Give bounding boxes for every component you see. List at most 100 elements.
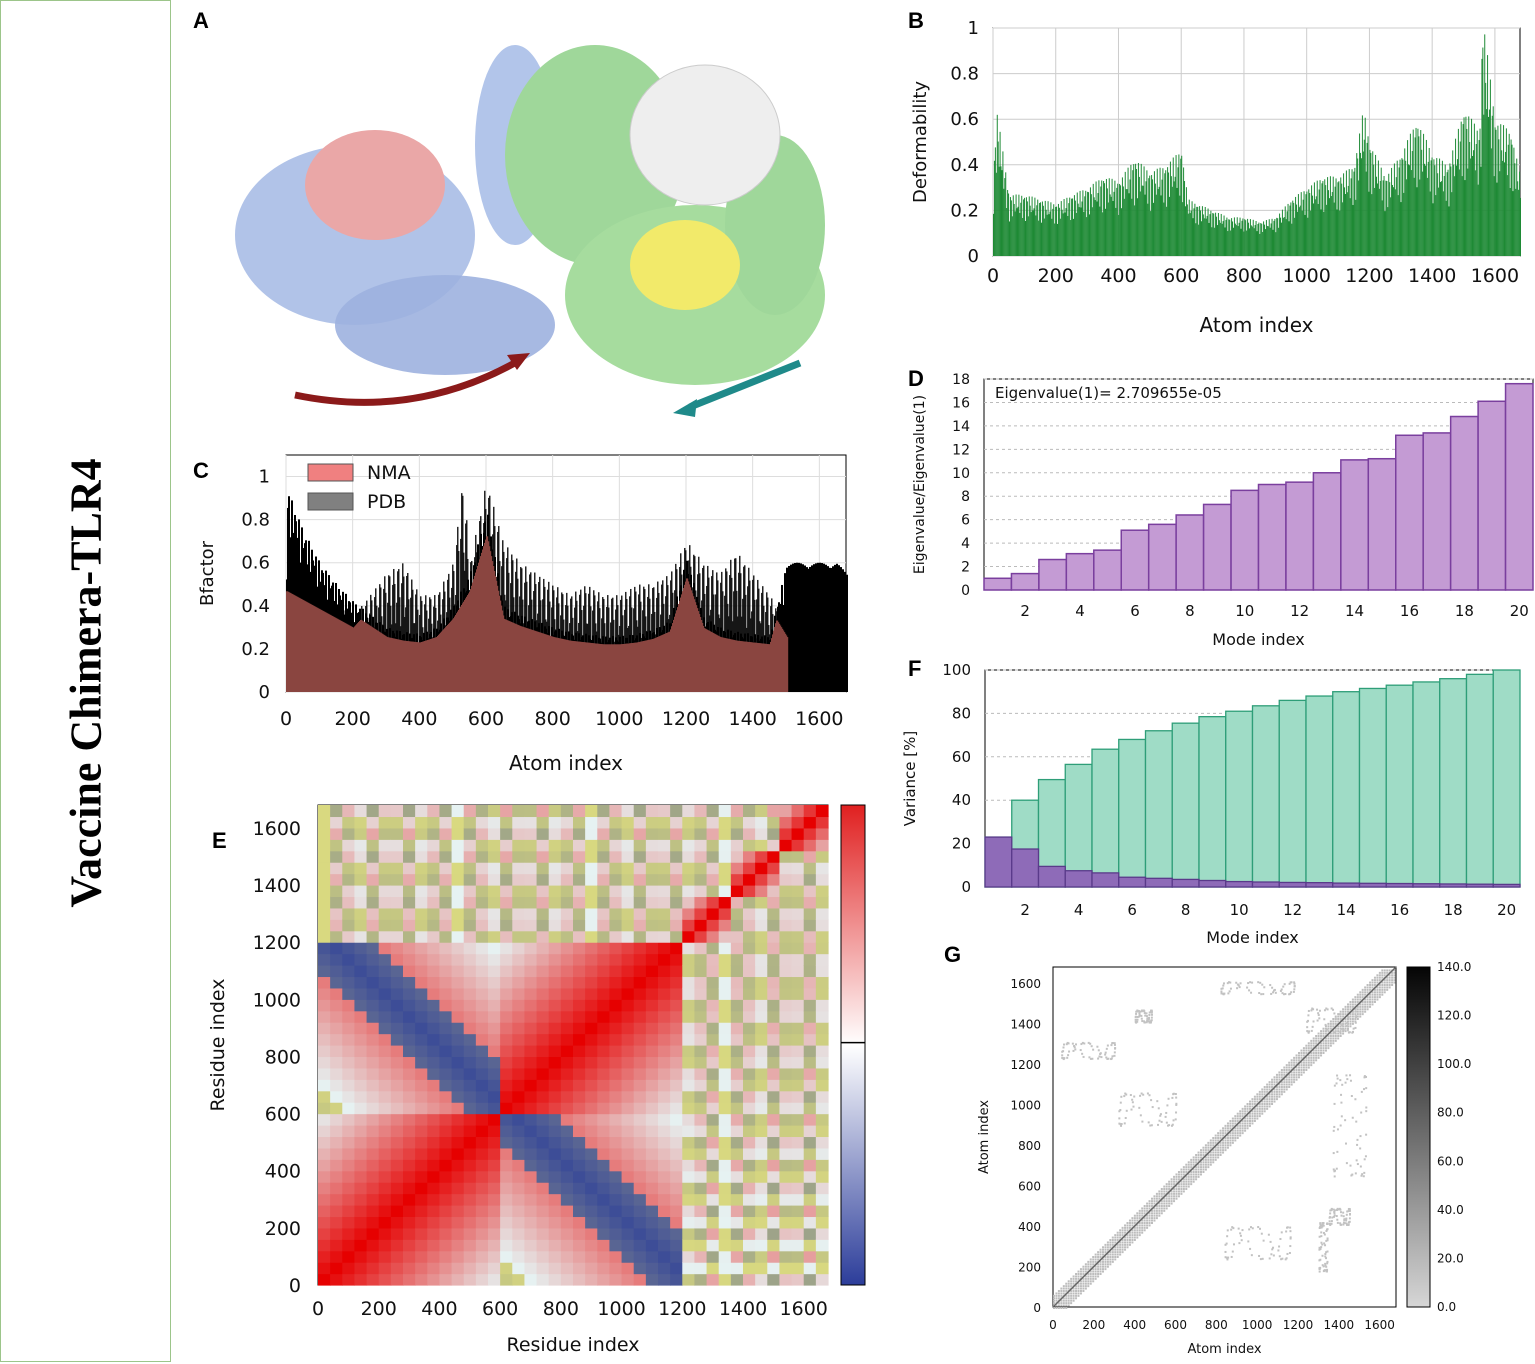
- e-heatmap-cell: [488, 827, 501, 840]
- e-heatmap-cell: [621, 1125, 635, 1138]
- g-contact-dot: [1222, 1146, 1225, 1149]
- g-contact-dot: [1094, 1268, 1097, 1271]
- c-pdb-bar: [580, 589, 582, 692]
- b-deformability-bar: [1398, 167, 1400, 256]
- g-contact-dot: [1053, 1299, 1055, 1302]
- e-heatmap-cell: [354, 1125, 368, 1138]
- e-heatmap-cell: [645, 816, 659, 829]
- b-deformability-bar: [1189, 213, 1191, 256]
- e-heatmap-cell: [378, 1079, 392, 1092]
- g-contact-dot: [1217, 1144, 1220, 1147]
- b-deformability-bar: [1329, 176, 1331, 256]
- e-heatmap-cell: [390, 816, 404, 829]
- e-heatmap-cell: [427, 1079, 441, 1092]
- g-contact-dot: [1153, 1202, 1156, 1205]
- e-heatmap-cell: [354, 942, 368, 955]
- g-contact-dot: [1116, 1248, 1119, 1251]
- e-heatmap-cell: [743, 1067, 756, 1080]
- b-deformability-bar: [1128, 193, 1130, 256]
- b-deformability-bar: [1247, 218, 1249, 256]
- g-contact-dot: [1222, 1141, 1225, 1144]
- g-contact-dot: [1173, 1175, 1176, 1178]
- e-heatmap-cell: [597, 1102, 611, 1115]
- g-contact-dot: [1187, 1185, 1190, 1188]
- g-contact-dot: [1133, 1226, 1136, 1229]
- e-heatmap-cell: [755, 930, 768, 943]
- e-heatmap-cell: [706, 1056, 720, 1069]
- c-pdb-bar: [589, 586, 591, 692]
- b-deformability-bar: [1280, 217, 1282, 256]
- e-heatmap-cell: [560, 1182, 574, 1195]
- g-contact-dot: [1092, 1280, 1095, 1283]
- d-ytick-label: 14: [952, 419, 970, 435]
- f-cumulative-bar: [1091, 748, 1120, 888]
- g-contact-dot: [1246, 1122, 1249, 1125]
- e-heatmap-cell: [354, 1216, 368, 1229]
- e-heatmap-cell: [706, 1079, 720, 1092]
- g-contact-dot: [1128, 1234, 1131, 1237]
- chart-b-deformability: 0 200 400 600 800 1000 1200 1400 160000.20.40.60…: [910, 20, 1521, 337]
- g-contact-dot: [1209, 1163, 1212, 1166]
- e-heatmap-cell: [706, 1193, 720, 1206]
- e-heatmap-cell: [791, 805, 805, 818]
- g-contact-dot: [1075, 1294, 1078, 1297]
- g-contact-dot: [1084, 1265, 1087, 1268]
- e-heatmap-cell: [609, 1170, 623, 1183]
- e-heatmap-cell: [318, 999, 331, 1012]
- g-contact-dot: [1200, 1166, 1202, 1169]
- e-heatmap-cell: [342, 896, 356, 909]
- e-heatmap-cell: [330, 1090, 343, 1103]
- g-contact-dot: [1062, 1302, 1065, 1305]
- b-deformability-bar: [1465, 116, 1467, 257]
- g-contact-dot: [1160, 1209, 1163, 1212]
- b-deformability-bar: [1165, 170, 1167, 256]
- g-contact-dot: [1057, 1290, 1060, 1292]
- e-heatmap-cell: [415, 1067, 428, 1080]
- b-deformability-bar: [1306, 191, 1308, 256]
- e-heatmap-cell: [791, 1022, 805, 1035]
- g-contact-dot: [1151, 1217, 1153, 1220]
- e-heatmap-cell: [524, 1182, 538, 1195]
- e-heatmap-cell: [743, 1193, 756, 1206]
- g-contact-dot: [1197, 1154, 1200, 1156]
- c-pdb-bar: [752, 579, 754, 692]
- e-heatmap-cell: [378, 1193, 392, 1206]
- e-heatmap-cell: [500, 850, 513, 863]
- g-contact-dot: [1077, 1294, 1080, 1297]
- f-ytick-label: 100: [942, 661, 971, 679]
- e-heatmap-cell: [609, 827, 623, 840]
- g-contact-dot: [1175, 1197, 1178, 1200]
- e-heatmap-cell: [439, 1045, 453, 1058]
- e-heatmap-cell: [318, 1216, 331, 1229]
- f-individual-bar: [1118, 876, 1147, 888]
- b-deformability-bar: [1325, 185, 1327, 256]
- g-contact-dot: [1165, 1190, 1168, 1193]
- g-contact-dot: [1170, 1192, 1173, 1195]
- e-heatmap-cell: [512, 999, 526, 1012]
- e-heatmap-cell: [730, 1147, 744, 1160]
- e-heatmap-cell: [403, 1227, 416, 1240]
- e-heatmap-cell: [512, 919, 526, 932]
- b-deformability-bar: [1043, 218, 1045, 256]
- b-deformability-bar: [1341, 183, 1343, 256]
- g-contact-dot: [1217, 1151, 1220, 1154]
- e-heatmap-cell: [463, 1102, 477, 1115]
- e-heatmap-cell: [488, 953, 501, 966]
- b-deformability-bar: [1183, 167, 1185, 256]
- b-deformability-bar: [1303, 191, 1305, 256]
- d-xtick-label: 20: [1510, 602, 1529, 620]
- b-deformability-bar: [1503, 125, 1505, 257]
- e-heatmap-cell: [403, 850, 416, 863]
- g-contact-dot: [1234, 1122, 1237, 1125]
- e-heatmap-cell: [803, 1250, 817, 1263]
- e-heatmap-cell: [706, 896, 720, 909]
- e-heatmap-cell: [706, 873, 720, 886]
- b-deformability-bar: [1513, 147, 1515, 256]
- b-deformability-bar: [1045, 209, 1047, 256]
- e-heatmap-cell: [755, 1045, 768, 1058]
- b-ylabel: Deformability: [910, 81, 931, 203]
- b-deformability-bar: [1321, 183, 1323, 256]
- side-label-box: Vaccine Chimera-TLR4: [0, 0, 171, 1362]
- e-heatmap-cell: [536, 1159, 550, 1172]
- g-contact-dot: [1231, 1137, 1234, 1139]
